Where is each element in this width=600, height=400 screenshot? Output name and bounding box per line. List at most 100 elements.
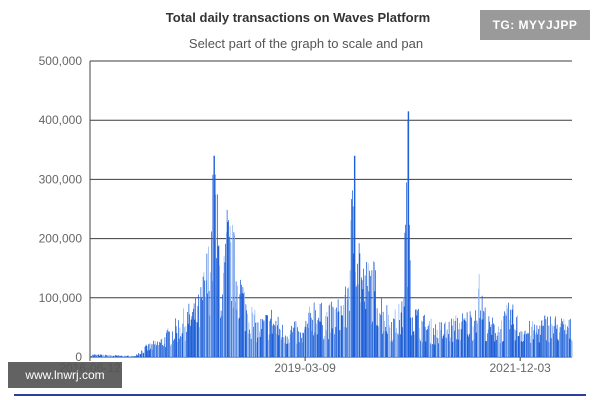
transaction-bar [136, 354, 137, 357]
transaction-bar [92, 354, 94, 357]
transaction-bar [295, 320, 296, 357]
telegram-badge: TG: MYYJJPP [480, 10, 590, 40]
transaction-bar [413, 331, 415, 357]
transaction-bar [340, 329, 341, 357]
transaction-bar [547, 342, 549, 357]
transaction-bar [203, 272, 205, 357]
transaction-bar [506, 305, 508, 357]
transaction-bar [271, 333, 273, 357]
transaction-bar [202, 300, 203, 357]
transaction-bar [528, 333, 529, 357]
transaction-bar [164, 337, 166, 357]
transaction-bar [342, 315, 343, 357]
transaction-bar [357, 263, 358, 357]
transaction-bar [229, 236, 230, 357]
transaction-bar [346, 299, 348, 357]
transaction-bar [171, 344, 172, 357]
transaction-bar [472, 326, 474, 357]
transaction-bar [142, 353, 144, 357]
transaction-bar [266, 315, 268, 357]
transaction-bar [144, 346, 145, 357]
transaction-bar [172, 340, 174, 357]
transaction-bar [244, 331, 246, 357]
transaction-bar [96, 355, 97, 357]
transaction-bar [531, 326, 532, 357]
transaction-bar [559, 332, 560, 357]
transaction-bar [562, 321, 563, 357]
transaction-bar [130, 355, 132, 357]
transaction-bar [151, 344, 152, 357]
transaction-bar [338, 311, 340, 357]
transaction-bar [348, 287, 349, 357]
transaction-bar [558, 340, 559, 357]
transaction-bar [471, 317, 472, 357]
transaction-bar [349, 310, 350, 357]
transaction-bar [307, 323, 308, 357]
transaction-bar [150, 348, 151, 357]
transaction-bar [268, 339, 269, 357]
transaction-bar [118, 355, 120, 357]
transaction-bar [132, 355, 133, 357]
transaction-bar [347, 288, 349, 357]
transaction-bar [157, 341, 158, 357]
transaction-bar [188, 303, 190, 357]
transaction-bar [483, 310, 484, 357]
transaction-bar [212, 174, 214, 357]
transaction-bar [265, 314, 267, 357]
transaction-bar [190, 319, 192, 357]
transaction-bar [259, 336, 261, 357]
transaction-bar [535, 334, 536, 357]
transaction-bar [280, 329, 281, 357]
transaction-bar [291, 325, 292, 357]
transaction-bar [549, 342, 550, 357]
transaction-bar [121, 356, 123, 357]
transaction-bar [529, 335, 531, 357]
transaction-bar [424, 314, 425, 357]
transaction-bar [457, 317, 458, 357]
transaction-bar [209, 315, 211, 357]
transaction-bar [91, 355, 92, 357]
transaction-bar [320, 321, 322, 357]
transaction-bar [335, 327, 337, 357]
transaction-bar [214, 174, 216, 357]
transaction-bar [321, 302, 322, 357]
transaction-bar [184, 340, 186, 357]
transaction-bar [141, 350, 142, 357]
transaction-bar [138, 353, 139, 357]
transaction-bar [352, 190, 353, 357]
transaction-bar [412, 317, 413, 357]
transaction-bar [529, 320, 530, 357]
transaction-bar [362, 289, 364, 357]
transaction-bar [170, 344, 172, 357]
transaction-bar [148, 350, 150, 357]
transaction-bar [490, 324, 492, 357]
transaction-bar [379, 313, 381, 357]
transaction-bar [160, 342, 161, 357]
transaction-bar [375, 270, 376, 357]
transaction-bar [477, 323, 478, 357]
transaction-bar [390, 341, 391, 357]
transaction-bar [265, 315, 266, 357]
transaction-bar [346, 327, 347, 357]
transaction-bar [481, 319, 482, 357]
transaction-bar [318, 317, 319, 357]
transaction-bar [533, 330, 535, 357]
transaction-bar [339, 330, 340, 357]
transaction-bar [229, 226, 231, 357]
transaction-bar [436, 329, 438, 357]
transaction-bar [421, 320, 422, 357]
transaction-bar [172, 331, 173, 357]
transaction-bar [194, 319, 196, 357]
transaction-bar [226, 209, 228, 357]
transaction-bar [139, 353, 141, 357]
transaction-bar [517, 336, 519, 357]
transaction-bar [546, 340, 547, 357]
transaction-bar [310, 317, 312, 357]
transaction-bar [124, 355, 126, 357]
transaction-bar [495, 332, 496, 357]
transaction-bar [196, 322, 198, 357]
transaction-bar [488, 316, 490, 357]
transaction-bar [382, 333, 383, 357]
transaction-bar [142, 351, 143, 357]
